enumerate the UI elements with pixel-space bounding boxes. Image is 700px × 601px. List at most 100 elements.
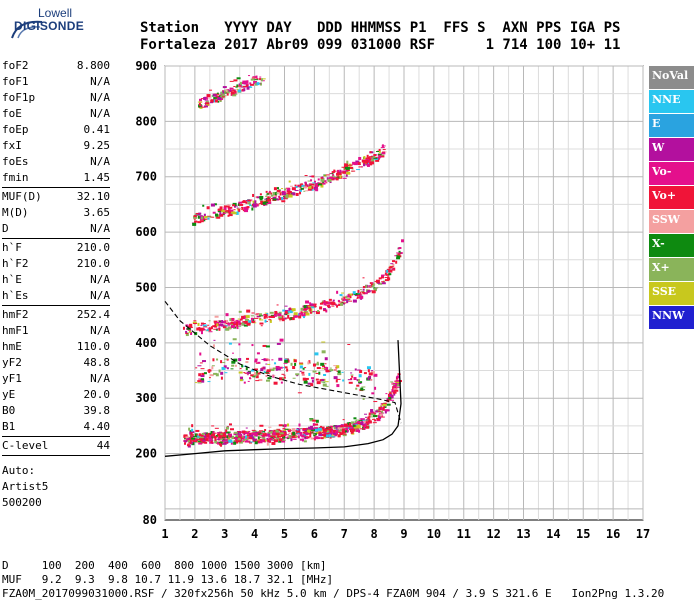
echo-point <box>275 365 280 369</box>
echo-point <box>278 438 283 442</box>
parameter-value: 39.8 <box>83 404 111 417</box>
echo-point <box>349 166 354 169</box>
echo-point <box>324 357 328 361</box>
echo-point <box>324 301 327 304</box>
echo-point <box>346 298 351 300</box>
echo-point <box>218 438 223 440</box>
echo-point <box>217 94 220 97</box>
echo-point <box>275 193 279 195</box>
y-tick-label: 200 <box>135 447 157 461</box>
echo-point <box>198 373 202 377</box>
parameter-value: 32.10 <box>76 190 110 203</box>
echo-point <box>262 433 265 437</box>
echo-point <box>322 383 327 387</box>
echo-point <box>303 182 307 184</box>
echo-point <box>284 188 287 191</box>
echo-point <box>212 431 215 434</box>
echo-point <box>308 426 311 430</box>
echo-point <box>337 299 340 302</box>
echo-point <box>202 204 205 207</box>
echo-point <box>329 367 332 369</box>
echo-point <box>323 436 327 439</box>
echo-point <box>325 428 330 431</box>
echo-point <box>217 100 220 103</box>
echo-point <box>285 195 289 199</box>
echo-point <box>238 201 243 204</box>
echo-point <box>297 313 300 317</box>
echo-point <box>290 309 293 311</box>
echo-point <box>283 193 286 196</box>
parameter-row: foF1p N/A <box>2 90 110 106</box>
echo-point <box>290 362 293 366</box>
echo-point <box>282 194 285 197</box>
echo-point <box>245 431 250 435</box>
echo-point <box>251 320 255 323</box>
echo-point <box>333 425 338 429</box>
echo-point <box>353 417 357 420</box>
echo-point <box>276 304 279 306</box>
echo-point <box>393 384 396 386</box>
echo-point <box>253 438 258 441</box>
echo-point <box>374 386 377 390</box>
echo-point <box>213 339 216 341</box>
parameter-label: fmin <box>2 171 29 184</box>
echo-point <box>241 437 245 440</box>
echo-point <box>197 322 200 326</box>
echo-point <box>263 358 268 362</box>
echo-point <box>218 435 222 439</box>
echo-point <box>259 195 264 199</box>
x-tick-label: 4 <box>251 527 258 541</box>
echo-point <box>197 101 202 103</box>
echo-point <box>396 254 401 258</box>
echo-point <box>373 157 378 159</box>
echo-point <box>217 97 222 101</box>
echo-point <box>271 438 274 441</box>
echo-point <box>189 323 193 327</box>
echo-point <box>361 159 366 163</box>
echo-point <box>351 425 354 429</box>
echo-point <box>371 156 376 159</box>
x-tick-label: 9 <box>400 527 407 541</box>
echo-point <box>260 325 263 327</box>
echo-point <box>287 438 290 440</box>
echo-point <box>348 429 353 431</box>
echo-point <box>204 432 208 436</box>
echo-point <box>300 187 304 190</box>
echo-point <box>256 352 260 355</box>
echo-point <box>316 381 321 385</box>
echo-point <box>237 85 242 87</box>
echo-point <box>188 427 191 431</box>
echo-point <box>363 162 368 164</box>
echo-point <box>209 89 213 91</box>
echo-point <box>321 350 326 354</box>
echo-point <box>344 430 347 433</box>
echo-point <box>318 433 323 437</box>
echo-point <box>218 320 221 322</box>
echo-point <box>363 156 366 160</box>
parameter-label: C-level <box>2 439 49 452</box>
echo-point <box>198 98 202 102</box>
echo-point <box>201 379 205 383</box>
echo-point <box>195 437 198 441</box>
echo-point <box>232 93 237 97</box>
echo-point <box>226 358 229 361</box>
echo-point <box>365 160 369 164</box>
echo-point <box>309 432 312 436</box>
echo-point <box>294 436 299 438</box>
echo-point <box>373 373 378 377</box>
echo-point <box>346 171 351 175</box>
echo-point <box>336 172 340 176</box>
echo-point <box>353 162 358 166</box>
echo-point <box>185 435 189 439</box>
echo-point <box>264 319 267 323</box>
echo-point <box>301 438 304 442</box>
echo-point <box>354 423 358 426</box>
echo-point <box>314 436 319 440</box>
echo-point <box>333 169 336 173</box>
echo-point <box>320 362 325 366</box>
echo-point <box>271 359 274 361</box>
echo-point <box>200 368 205 370</box>
echo-point <box>254 432 258 436</box>
echo-point <box>259 193 262 196</box>
echo-point <box>227 322 231 325</box>
